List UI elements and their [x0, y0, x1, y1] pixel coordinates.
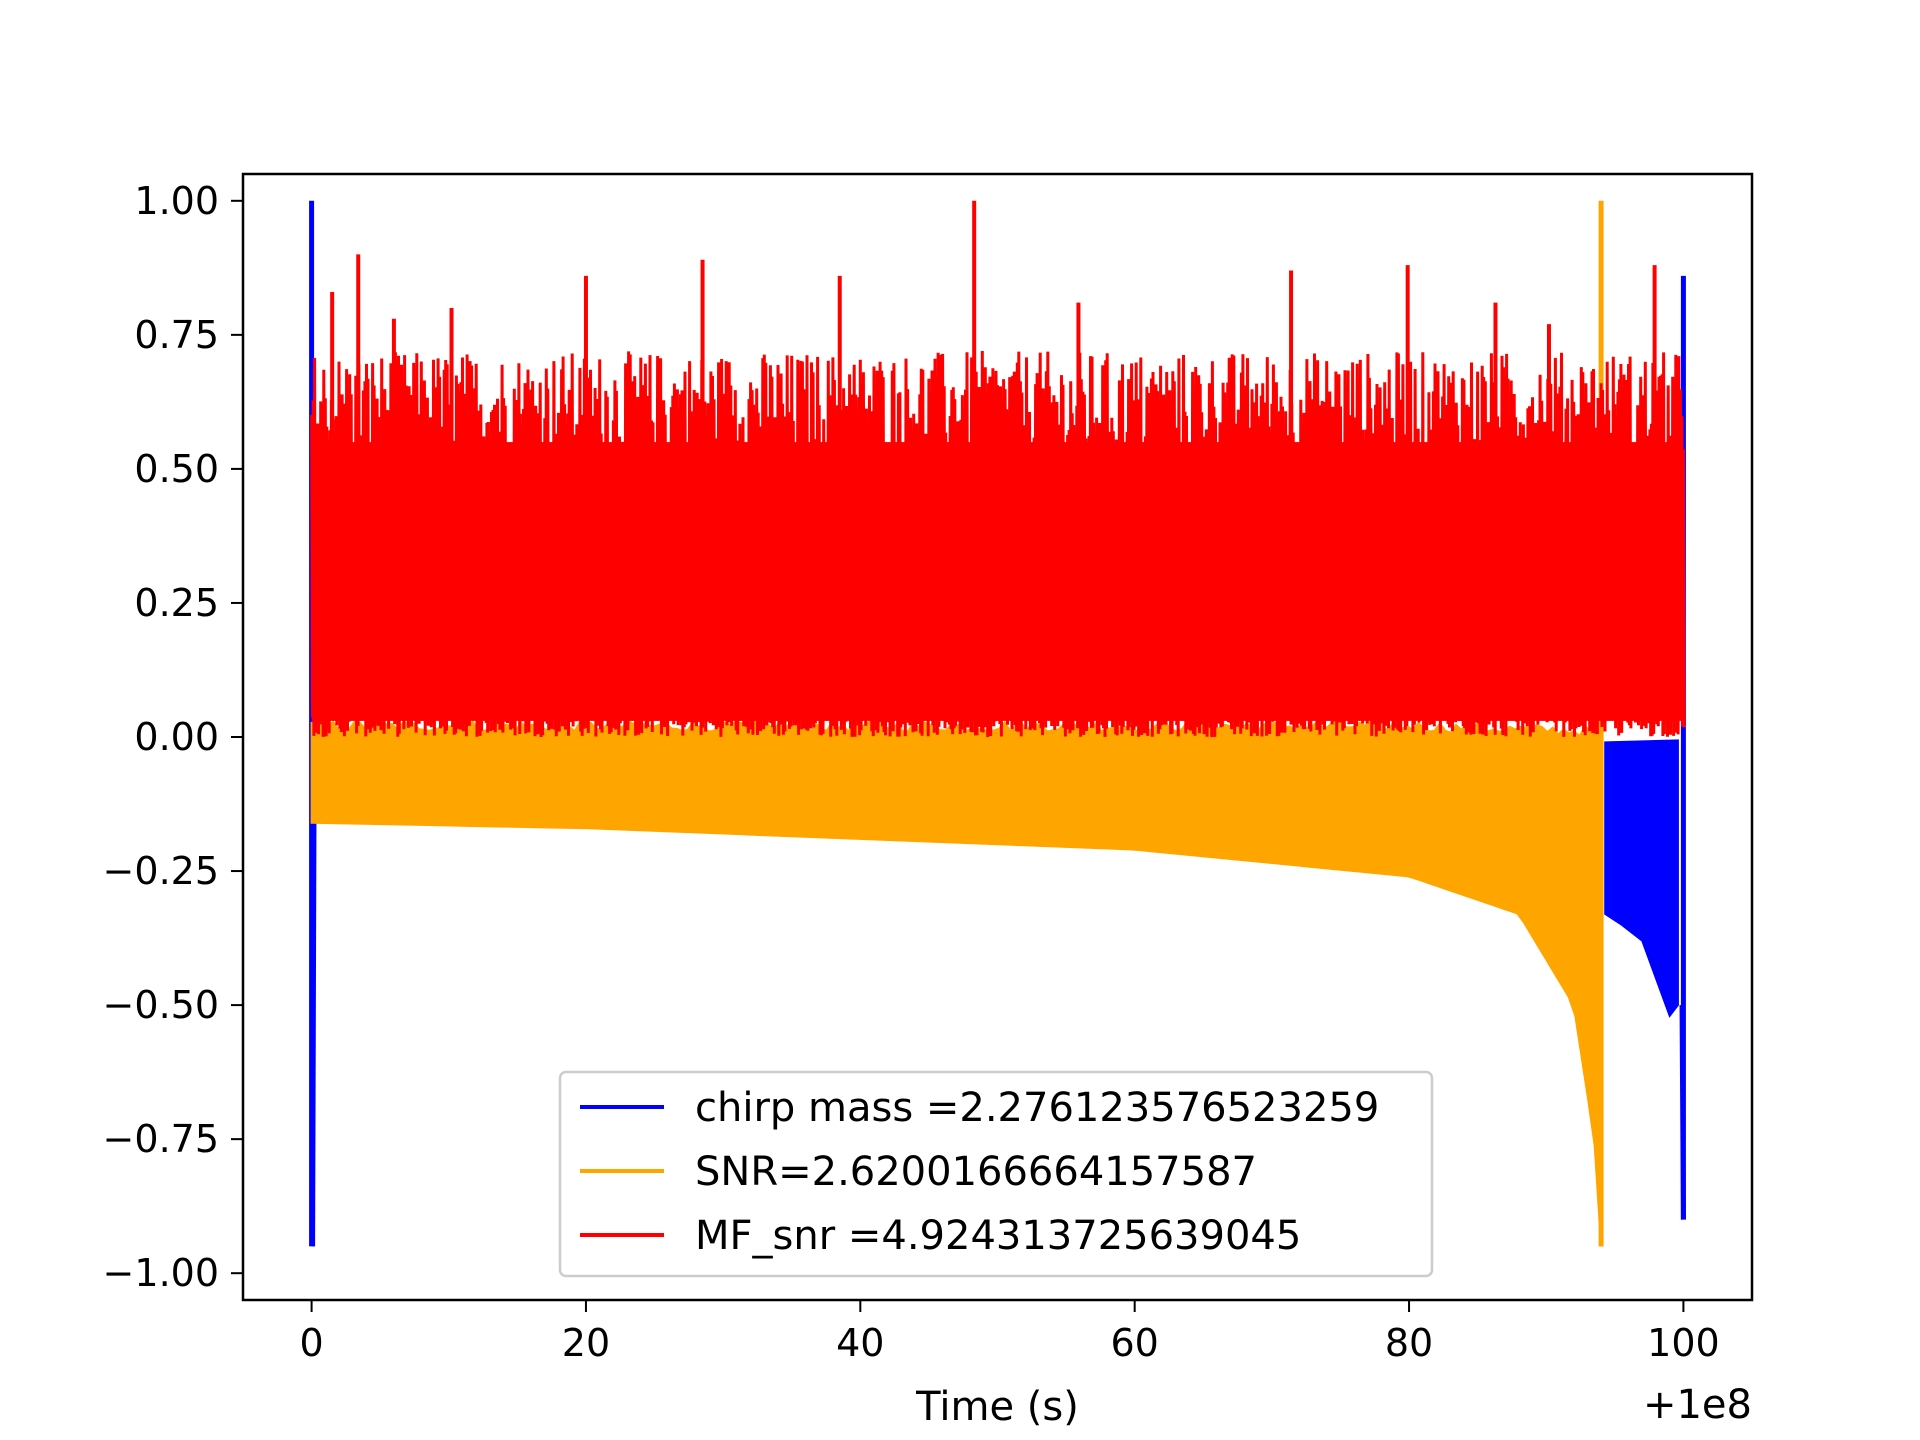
y-tick-label: −0.50: [103, 983, 219, 1027]
snr-band: [310, 719, 1603, 1247]
x-tick-label: 100: [1647, 1321, 1720, 1365]
y-tick-label: 1.00: [134, 179, 219, 223]
chirp-mass-band: [1604, 739, 1679, 1018]
legend: chirp mass =2.276123576523259 SNR=2.6200…: [558, 1070, 1434, 1278]
chirp-mass-initial-tail: [312, 822, 317, 1247]
x-axis-offset-label: +1e8: [1643, 1382, 1752, 1428]
legend-entry-chirp-mass: chirp mass =2.276123576523259: [695, 1085, 1379, 1131]
y-tick-label: −1.00: [103, 1251, 219, 1295]
x-tick-label: 40: [836, 1321, 884, 1365]
y-tick-label: −0.25: [103, 849, 219, 893]
y-axis-ticks: 1.00 0.75 0.50 0.25 0.00 −0.25 −0.50 −0.75 −1.00: [103, 179, 243, 1295]
x-axis-ticks: 0 20 40 60 80 100: [299, 1300, 1720, 1365]
x-tick-label: 60: [1111, 1321, 1159, 1365]
legend-entry-snr: SNR=2.6200166664157587: [695, 1149, 1257, 1195]
x-tick-label: 80: [1385, 1321, 1433, 1365]
y-tick-label: 0.50: [134, 447, 219, 491]
y-tick-label: 0.75: [134, 313, 219, 357]
y-tick-label: −0.75: [103, 1117, 219, 1161]
x-axis-label: Time (s): [915, 1384, 1079, 1430]
x-tick-label: 0: [299, 1321, 323, 1365]
legend-box: [558, 1070, 1434, 1278]
legend-entry-mf-snr: MF_snr =4.924313725639045: [695, 1213, 1301, 1259]
y-tick-label: 0.00: [134, 715, 219, 759]
x-tick-label: 20: [562, 1321, 610, 1365]
mf-snr-band: [311, 442, 1684, 721]
plot-data-layer: [309, 200, 1686, 1247]
y-tick-label: 0.25: [134, 581, 219, 625]
